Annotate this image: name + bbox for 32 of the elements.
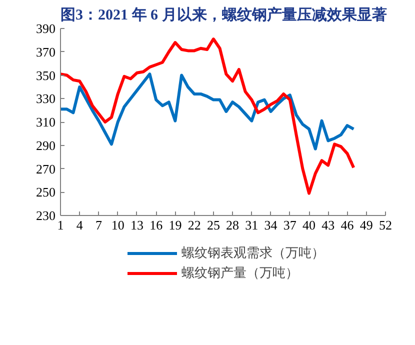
x-tick-label: 19 — [168, 218, 182, 232]
x-tick-label: 25 — [206, 218, 220, 232]
x-tick-label: 4 — [76, 218, 84, 232]
x-tick-label: 16 — [150, 218, 164, 232]
legend-label: 螺纹钢表观需求（万吨） — [182, 245, 324, 262]
x-tick-label: 52 — [379, 218, 392, 232]
x-tick-label: 43 — [322, 218, 335, 232]
x-tick-label: 34 — [264, 218, 278, 232]
x-tick-label: 28 — [226, 218, 240, 232]
chart-title: 图3：2021 年 6 月以来，螺纹钢产量压减效果显著 — [60, 6, 387, 24]
x-tick-label: 13 — [130, 218, 144, 232]
x-tick-label: 10 — [111, 218, 124, 232]
line-series — [60, 38, 356, 195]
x-tick-label: 49 — [360, 218, 373, 232]
x-tick-label: 1 — [57, 218, 64, 232]
y-tick-label: 390 — [36, 21, 56, 36]
x-tick-label: 46 — [340, 218, 354, 232]
y-tick-label: 270 — [36, 161, 56, 176]
y-tick-label: 370 — [36, 44, 56, 60]
x-tick-label: 31 — [245, 218, 258, 232]
y-tick-label: 290 — [36, 138, 56, 153]
y-tick-label: 250 — [36, 184, 56, 200]
legend-label: 螺纹钢产量（万吨） — [182, 265, 298, 282]
x-tick-label: 7 — [95, 218, 102, 232]
line-series — [60, 72, 356, 150]
x-tick-label: 22 — [188, 218, 201, 232]
x-tick-label: 40 — [302, 218, 316, 232]
x-tick-label: 37 — [283, 218, 297, 232]
y-tick-label: 310 — [36, 114, 56, 130]
y-tick-label: 230 — [36, 208, 56, 223]
y-tick-label: 350 — [36, 68, 56, 83]
y-tick-label: 330 — [36, 91, 56, 106]
